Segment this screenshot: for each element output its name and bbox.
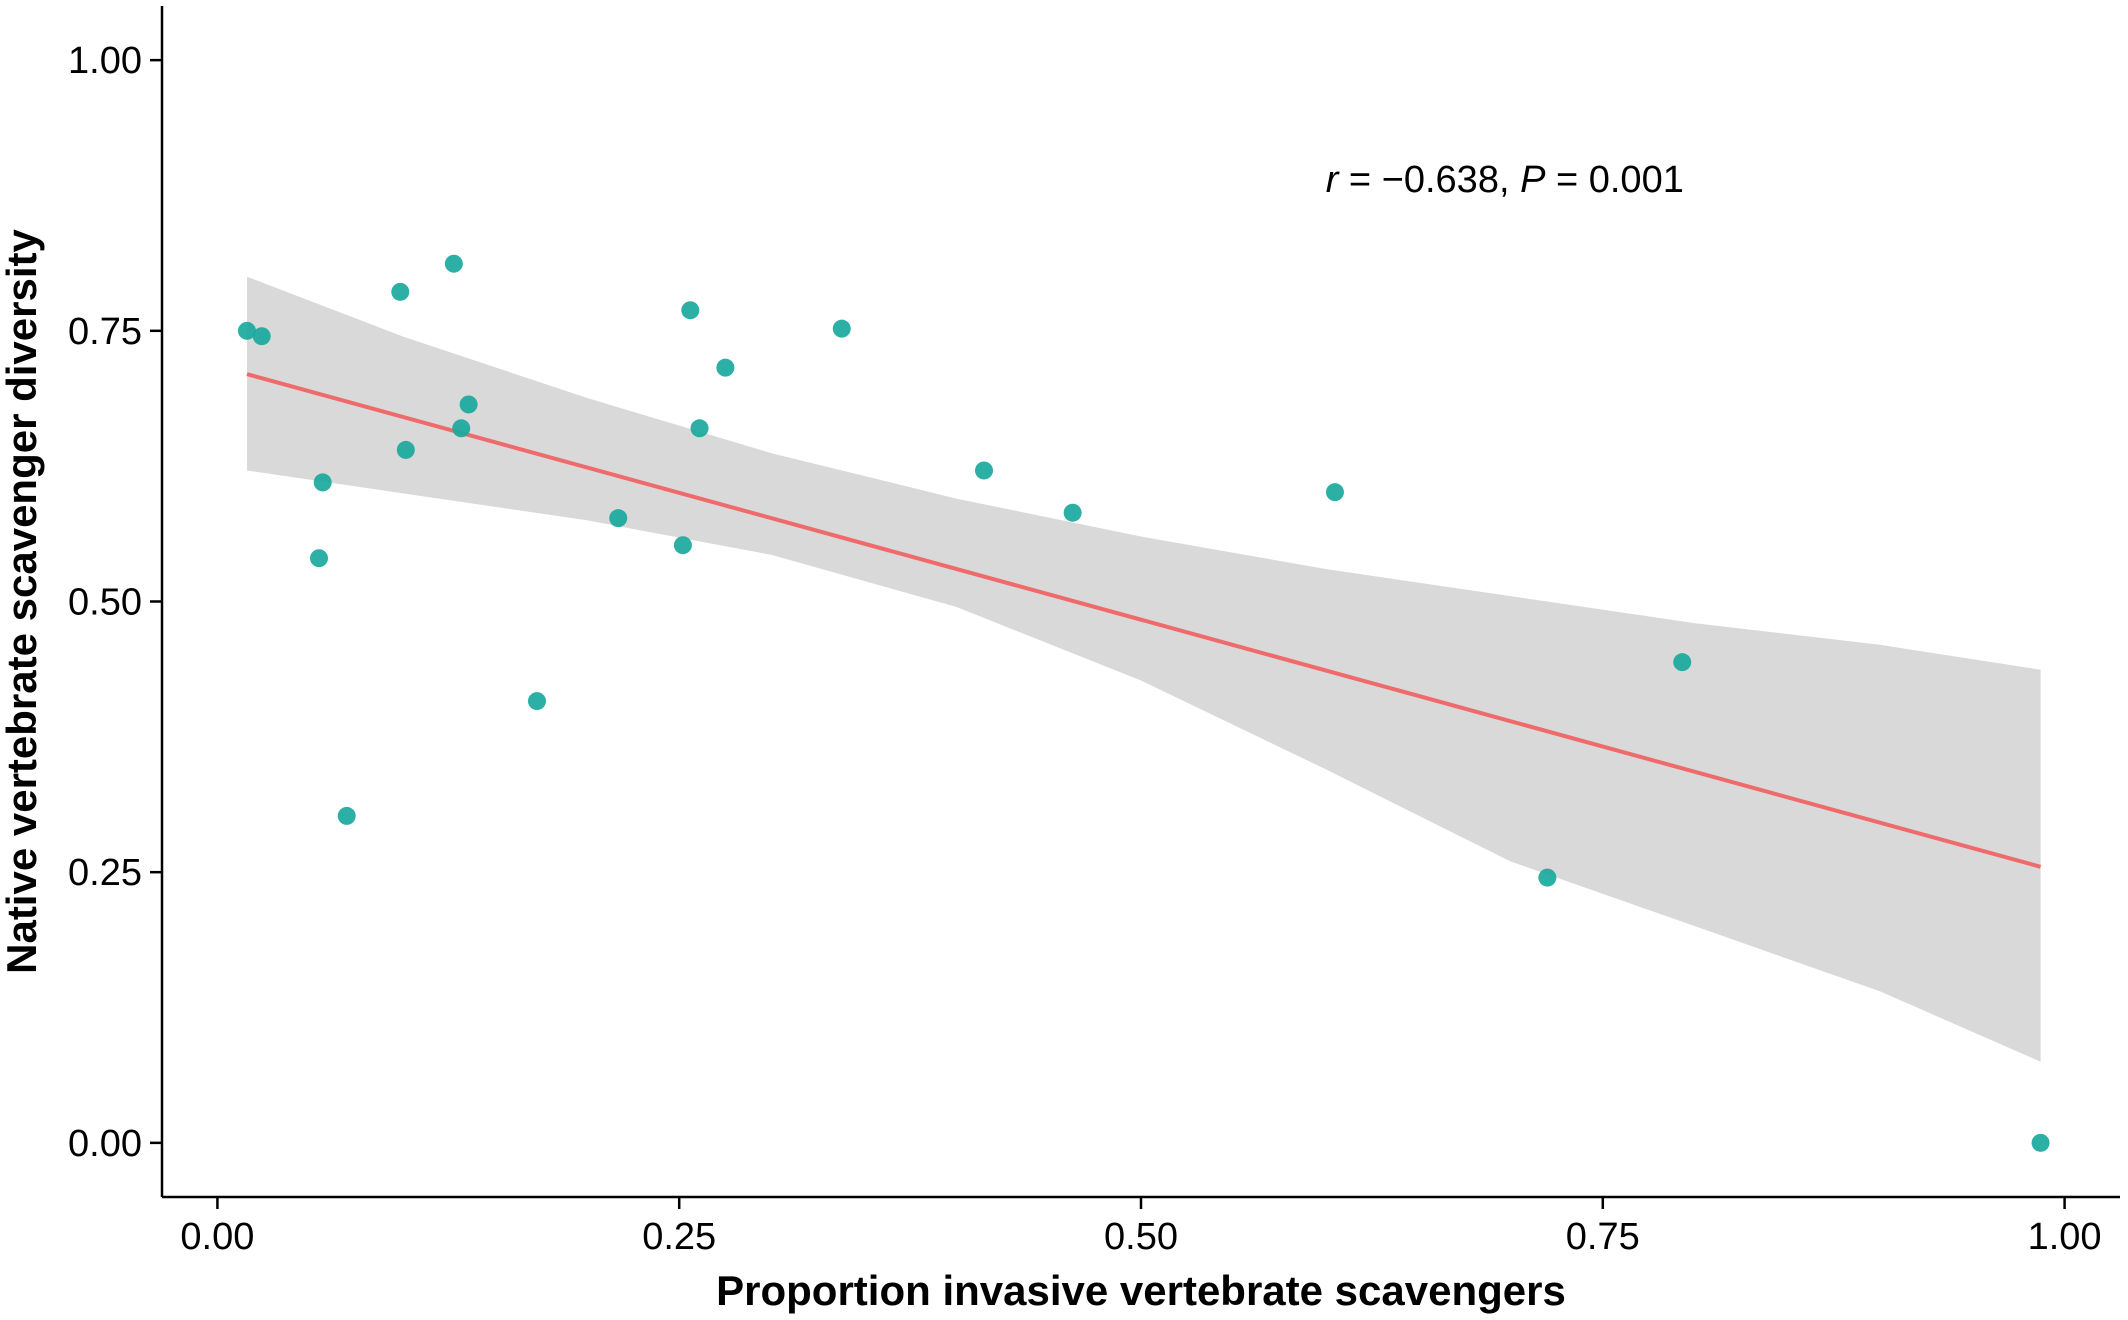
data-point: [396, 440, 415, 459]
data-point: [1538, 868, 1557, 887]
data-point: [2031, 1133, 2050, 1152]
confidence-band: [247, 276, 2041, 1062]
x-tick-label: 0.50: [1104, 1216, 1178, 1258]
data-point: [832, 319, 851, 338]
data-point: [1325, 483, 1344, 502]
annotation-p-symbol: P: [1520, 159, 1546, 201]
annotation-r-value: = −0.638,: [1338, 159, 1520, 201]
y-tick-label: 0.50: [68, 582, 142, 624]
y-tick-label: 1.00: [68, 40, 142, 82]
data-point: [252, 327, 271, 346]
annotation-r-symbol: r: [1326, 159, 1340, 201]
data-point: [974, 461, 993, 480]
data-point: [1673, 653, 1692, 672]
data-point: [337, 806, 356, 825]
y-tick-label: 0.75: [68, 311, 142, 353]
data-point: [673, 536, 692, 555]
correlation-annotation: r = −0.638, P = 0.001: [1326, 159, 1684, 201]
data-point: [459, 395, 478, 414]
y-tick-label: 0.00: [68, 1123, 142, 1165]
y-tick-label: 0.25: [68, 852, 142, 894]
trend-line-layer: [246, 372, 2042, 869]
data-point: [237, 321, 256, 340]
annotation-p-value: = 0.001: [1545, 159, 1683, 201]
axes-layer: 0.00 0.25 0.50 0.75 1.00 0.00 0.25 0.50 0.75 1.00: [68, 6, 2120, 1258]
x-axis-title: Proportion invasive vertebrate scavenger…: [716, 1267, 1566, 1314]
x-tick-label: 1.00: [2028, 1216, 2102, 1258]
data-point: [310, 549, 329, 568]
data-point: [690, 419, 709, 438]
data-point: [391, 282, 410, 301]
data-point: [527, 692, 546, 711]
x-tick-label: 0.25: [642, 1216, 716, 1258]
trend-line: [246, 372, 2042, 869]
data-point: [313, 473, 332, 492]
x-tick-label: 0.00: [180, 1216, 254, 1258]
data-point: [1063, 503, 1082, 522]
data-point: [681, 301, 700, 320]
x-tick-label: 0.75: [1566, 1216, 1640, 1258]
data-point: [609, 509, 628, 528]
data-points-layer: [237, 254, 2050, 1152]
confidence-band-layer: [247, 276, 2041, 1062]
data-point: [444, 254, 463, 273]
data-point: [452, 419, 471, 438]
data-point: [716, 358, 735, 377]
y-axis-title: Native vertebrate scavenger diversity: [0, 228, 45, 973]
